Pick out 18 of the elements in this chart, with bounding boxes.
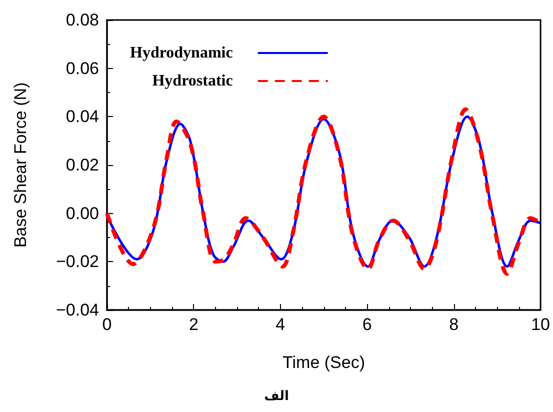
y-tick-label: −0.02: [56, 252, 99, 272]
y-tick-label: 0.06: [66, 58, 99, 78]
y-tick-label: 0.04: [66, 107, 99, 126]
x-tick-label: 8: [449, 315, 459, 334]
y-tick-label: 0.02: [66, 156, 99, 174]
text: الف: [264, 389, 289, 404]
x-tick-label: 4: [276, 315, 286, 334]
y-tick-label: 0.08: [66, 10, 99, 30]
legend-label: Hydrodynamic: [130, 44, 233, 62]
y-tick-label: −0.04: [56, 300, 99, 320]
x-tick-label: 10: [531, 315, 550, 334]
x-tick-label: 6: [362, 315, 372, 334]
x-tick-label: 0: [102, 315, 112, 334]
x-axis-title: Time (Sec): [282, 353, 366, 372]
y-axis-title: Base Shear Force (N): [11, 82, 30, 248]
x-tick-label: 2: [188, 315, 198, 334]
text: 0.00: [66, 204, 99, 223]
legend-label: Hydrostatic: [152, 72, 233, 90]
